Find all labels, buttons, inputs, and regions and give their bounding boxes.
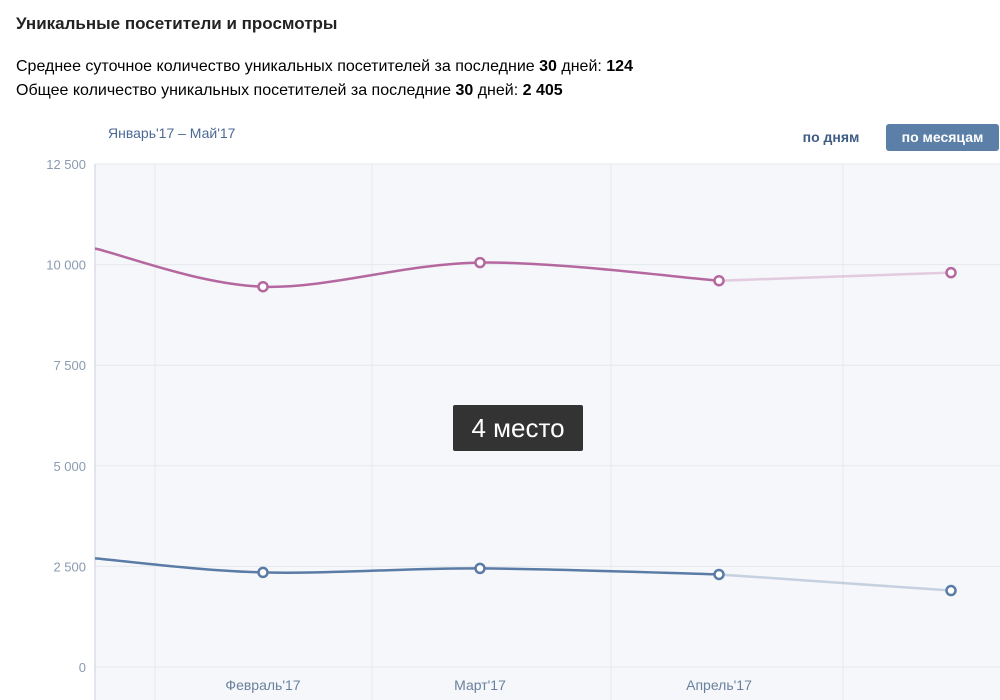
stat-text: Общее количество уникальных посетителей …	[16, 82, 456, 99]
views-data-point	[257, 280, 269, 293]
by-days-button[interactable]: по дням	[802, 129, 860, 145]
y-tick-label: 10 000	[46, 258, 86, 273]
views-data-point	[474, 256, 486, 269]
visitors-data-point	[945, 584, 957, 597]
stat-text: дней:	[556, 58, 607, 75]
visitors-data-point	[257, 566, 269, 579]
stat-days: 30	[455, 82, 474, 99]
views-series-line-forecast	[718, 271, 952, 282]
views-data-point	[713, 274, 725, 287]
y-tick-label: 5 000	[53, 459, 86, 474]
visitors-views-chart: 0 2 500 5 000 7 500 10 000 12 500 Февраль'17 Ма…	[46, 157, 1000, 700]
stat-days: 30	[539, 58, 557, 75]
tooltip-text: 4 место	[471, 413, 564, 443]
stat-text: Среднее суточное количество уникальных п…	[16, 58, 540, 75]
tooltip-box	[453, 405, 583, 451]
y-tick-label: 0	[79, 660, 86, 675]
average-daily-visitors-stat: Среднее суточное количество уникальных п…	[16, 58, 633, 76]
y-tick-label: 12 500	[46, 157, 86, 172]
x-tick-label: Март'17	[454, 677, 506, 693]
by-months-button[interactable]: по месяцам	[886, 124, 999, 151]
x-tick-label: Апрель'17	[686, 677, 752, 693]
views-data-point	[945, 266, 957, 279]
visitors-data-point	[713, 568, 725, 581]
y-tick-label: 7 500	[53, 358, 86, 373]
visitors-data-point	[474, 562, 486, 575]
stat-value: 2 405	[522, 82, 563, 99]
visitors-series-line	[94, 557, 720, 576]
x-tick-label: Февраль'17	[225, 677, 300, 693]
date-range-label: Январь'17 – Май'17	[108, 125, 236, 141]
stat-text: дней:	[473, 82, 523, 99]
visitors-series-line-forecast	[718, 573, 952, 592]
page-title: Уникальные посетители и просмотры	[16, 14, 338, 33]
stat-value: 124	[606, 58, 633, 75]
y-tick-label: 2 500	[53, 559, 86, 574]
views-series-line	[94, 247, 720, 289]
total-visitors-stat: Общее количество уникальных посетителей …	[16, 82, 563, 100]
